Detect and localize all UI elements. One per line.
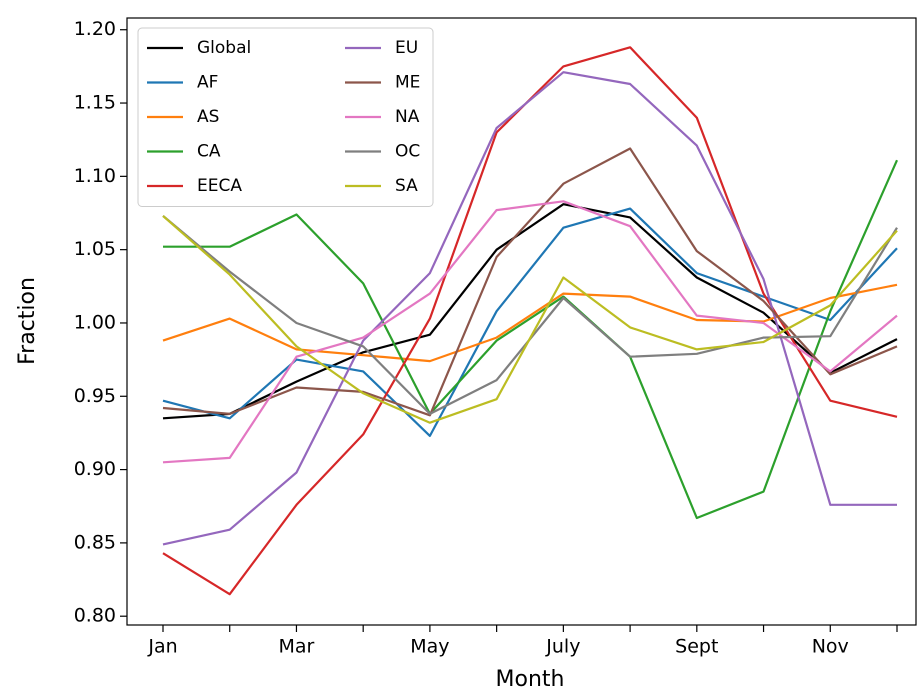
series-line [162, 203, 898, 420]
x-axis-label: Month [496, 667, 565, 692]
y-axis-label: Fraction [15, 277, 40, 365]
x-tick-label: Mar [279, 636, 315, 658]
y-tick-label: 1.00 [74, 311, 116, 333]
series-line [162, 71, 897, 546]
legend: Global AF AS CA EECA EU ME NA OC SA [137, 27, 434, 207]
series-line [163, 159, 899, 520]
x-tick-label: Jan [147, 636, 177, 658]
x-tick-label: May [410, 636, 449, 658]
legend-label: EU [395, 38, 418, 58]
series-line [162, 147, 898, 417]
y-tick-label: 0.95 [74, 385, 116, 407]
y-tick-label: 1.05 [74, 238, 116, 260]
series-line [162, 283, 898, 363]
legend-label: NA [395, 107, 420, 127]
series-line [162, 207, 898, 437]
x-tick-label: Nov [812, 636, 849, 658]
legend-label: Global [197, 38, 251, 58]
x-tick-label: July [545, 636, 580, 658]
legend-label: ME [395, 73, 420, 93]
legend-frame [137, 27, 434, 207]
series-line [162, 200, 898, 464]
x-tick-label: Sept [675, 636, 718, 658]
y-tick-label: 0.80 [74, 605, 116, 627]
legend-label: SA [395, 176, 418, 196]
plot-frame [126, 17, 917, 626]
y-tick-label: 0.90 [74, 458, 116, 480]
y-tick-label: 1.10 [74, 165, 116, 187]
legend-label: EECA [197, 176, 242, 196]
y-tick-label: 1.15 [74, 92, 116, 114]
series-line [162, 215, 898, 424]
y-tick-label: 1.20 [74, 18, 116, 40]
legend-label: OC [395, 142, 420, 162]
legend-label: AF [197, 73, 218, 93]
legend-label: CA [197, 142, 221, 162]
legend-label: AS [197, 107, 219, 127]
y-tick-label: 0.85 [74, 531, 116, 553]
